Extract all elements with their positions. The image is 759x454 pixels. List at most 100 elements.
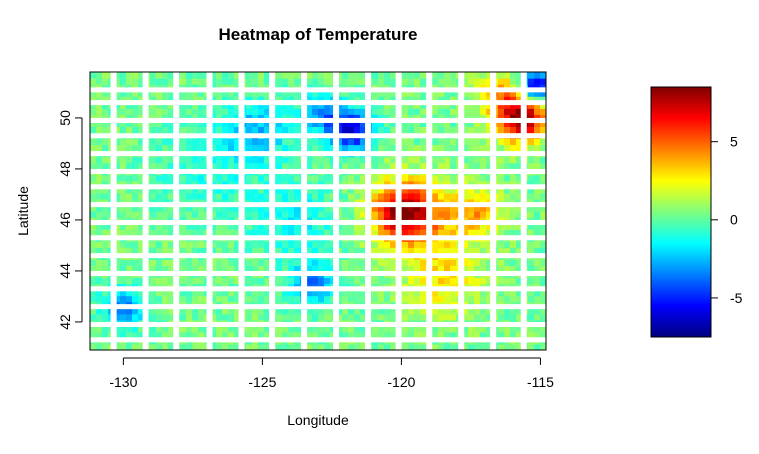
heat-cell xyxy=(180,180,187,188)
heat-cell xyxy=(348,223,355,230)
heat-cell xyxy=(534,72,541,79)
heat-cell xyxy=(282,180,289,188)
heat-cell xyxy=(474,265,481,273)
heat-cell xyxy=(90,120,97,127)
heat-cell xyxy=(114,114,121,121)
gap-column xyxy=(110,72,117,350)
heat-cell xyxy=(288,186,295,194)
heat-cell xyxy=(162,229,169,236)
heat-cell xyxy=(504,186,511,194)
heat-cell xyxy=(378,265,385,273)
heat-cell xyxy=(234,223,241,230)
heat-cell xyxy=(228,259,235,266)
heat-cell xyxy=(306,90,313,97)
heat-cell xyxy=(132,289,139,297)
heat-cell xyxy=(150,90,157,97)
heat-cell xyxy=(186,102,193,109)
heat-cell xyxy=(378,259,385,266)
heat-cell xyxy=(354,72,361,79)
heat-cell xyxy=(198,102,205,109)
heat-cell xyxy=(90,72,97,79)
heat-cell xyxy=(444,247,451,254)
heat-cell xyxy=(510,156,517,164)
heat-cell xyxy=(450,156,457,164)
heat-cell xyxy=(276,96,283,103)
heat-cell xyxy=(408,331,415,339)
gap-column xyxy=(520,72,527,350)
heat-cell xyxy=(432,114,439,121)
heat-cell xyxy=(468,265,475,273)
heat-cell xyxy=(282,72,289,79)
heat-cell xyxy=(402,108,409,115)
heat-cell xyxy=(306,126,313,134)
heat-cell xyxy=(516,259,523,266)
heat-cell xyxy=(288,180,295,188)
heat-cell xyxy=(444,126,451,134)
heat-cell xyxy=(180,156,187,164)
heat-cell xyxy=(498,102,505,109)
heat-cell xyxy=(342,265,349,273)
heat-cell xyxy=(312,343,319,350)
heat-cell xyxy=(168,126,175,134)
heat-cell xyxy=(378,186,385,194)
heat-cell xyxy=(312,120,319,127)
heat-cell xyxy=(516,96,523,103)
heat-cell xyxy=(498,277,505,285)
heat-cell xyxy=(408,156,415,164)
heat-cell xyxy=(246,247,253,254)
heat-cell xyxy=(276,114,283,121)
heat-cell xyxy=(360,186,367,194)
heat-cell xyxy=(468,204,475,212)
heat-cell xyxy=(390,295,397,303)
heat-cell xyxy=(390,144,397,152)
x-axis: -130 -125 -120 -115 xyxy=(109,357,554,390)
heat-cell xyxy=(510,247,517,254)
heat-cell xyxy=(474,126,481,134)
heat-cell xyxy=(222,343,229,350)
heat-cell xyxy=(486,295,493,303)
heat-cell xyxy=(336,120,343,127)
heat-cell xyxy=(474,114,481,121)
heat-cell xyxy=(282,90,289,97)
heat-cell xyxy=(132,265,139,273)
heat-cell xyxy=(132,180,139,188)
heat-cell xyxy=(264,277,271,285)
heat-cell xyxy=(462,241,469,248)
heat-cell xyxy=(480,138,487,146)
heat-cell xyxy=(378,313,385,321)
heat-cell xyxy=(342,108,349,115)
heat-cell xyxy=(96,78,103,85)
heat-cell xyxy=(264,138,271,146)
heat-cell xyxy=(90,241,97,248)
y-axis-title: Latitude xyxy=(15,186,31,236)
heat-cell xyxy=(276,120,283,127)
heat-cell xyxy=(432,72,439,79)
heat-cell xyxy=(150,295,157,303)
heat-cell xyxy=(168,78,175,85)
heat-cell xyxy=(258,265,265,273)
heat-cell xyxy=(138,331,145,339)
heat-cell xyxy=(420,204,427,212)
heat-cell xyxy=(138,289,145,297)
heat-cell xyxy=(264,108,271,115)
heat-cell xyxy=(126,108,133,115)
heat-cell xyxy=(480,265,487,273)
heat-cell xyxy=(468,72,475,79)
heat-cell xyxy=(516,229,523,236)
heat-cell xyxy=(186,265,193,273)
heat-cell xyxy=(324,325,331,333)
heat-cell xyxy=(120,223,127,230)
heat-cell xyxy=(168,120,175,127)
heat-cell xyxy=(504,325,511,333)
heat-cell xyxy=(138,96,145,103)
heat-cell xyxy=(162,138,169,146)
heat-cell xyxy=(414,229,421,236)
heat-cell xyxy=(150,325,157,333)
heat-cell xyxy=(504,241,511,248)
heat-cell xyxy=(216,174,223,182)
gap-column xyxy=(395,72,402,350)
heat-cell xyxy=(510,343,517,350)
heat-cell xyxy=(96,144,103,152)
heat-cell xyxy=(354,325,361,333)
heat-cell xyxy=(510,72,517,79)
